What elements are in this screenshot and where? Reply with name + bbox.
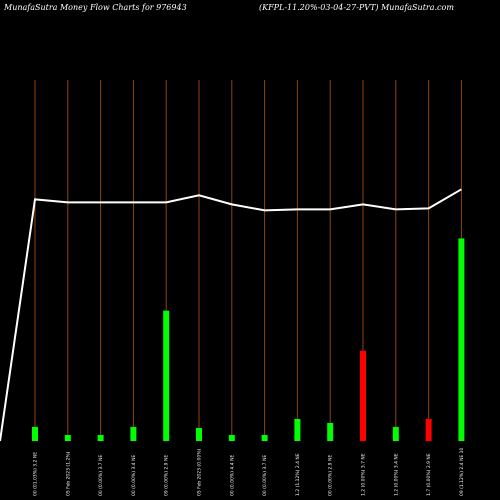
x-tick-label: 1.7 (0.00%) 2.9 NE [426, 453, 432, 496]
bar-7 [261, 434, 268, 441]
x-axis-labels: 00 (01.03%) 3.2 NE 05 Feb 2023 (1.2%) 00 (… [33, 448, 465, 496]
x-tick-label: 00 (0.00%) 3.7 NE [262, 455, 268, 496]
x-tick-label: 00 (0.00%) 4.4 NE [229, 455, 235, 496]
bar-1 [64, 434, 71, 441]
flow-line [0, 188, 462, 442]
bar-5 [196, 427, 202, 441]
x-tick-label: 05 Feb 2023 (0.00%) [197, 449, 203, 496]
x-tick-label: 05 Feb 2023 (1.2%) [65, 451, 71, 496]
bar-10 [360, 350, 366, 441]
bars [32, 238, 465, 441]
x-tick-label: 00 (01.03%) 3.2 NE [33, 452, 39, 496]
x-tick-label: 00 (0.00%) 3.4 NE [131, 455, 137, 496]
x-tick-label: 09 (1.12%) 2.4 NE 10 [459, 448, 465, 496]
x-tick-label: 00 (0.00%) 3.7 NE [98, 455, 104, 496]
bar-4 [163, 310, 170, 441]
bar-8 [294, 418, 301, 441]
x-tick-label: 1.2 (0.00%) 3.7 NE [361, 453, 367, 496]
chart-title-left: MunafaSutra Money Flow Charts for 976943 [4, 3, 187, 12]
bar-13 [458, 238, 465, 441]
bar-3 [130, 426, 137, 441]
bar-11 [392, 426, 399, 441]
bar-2 [97, 434, 104, 441]
x-tick-label: 09 (0.00%) 2.9 NE [164, 455, 170, 496]
bar-12 [425, 418, 432, 441]
chart-title-right: (KFPL-11.20%-03-04-27-PVT) MunafaSutra.c… [259, 3, 454, 12]
bar-0 [32, 426, 38, 441]
gridlines [34, 80, 462, 441]
x-tick-label: 00 (0.00%) 2.9 NE [328, 455, 334, 496]
bar-6 [228, 434, 235, 441]
x-tick-label: 1.2 (1.12%) 2.4 NE [295, 453, 301, 496]
flow-line-path [0, 188, 462, 442]
bar-9 [327, 422, 334, 441]
x-tick-label: 1.2 (0.00%) 3.4 NE [393, 453, 399, 496]
